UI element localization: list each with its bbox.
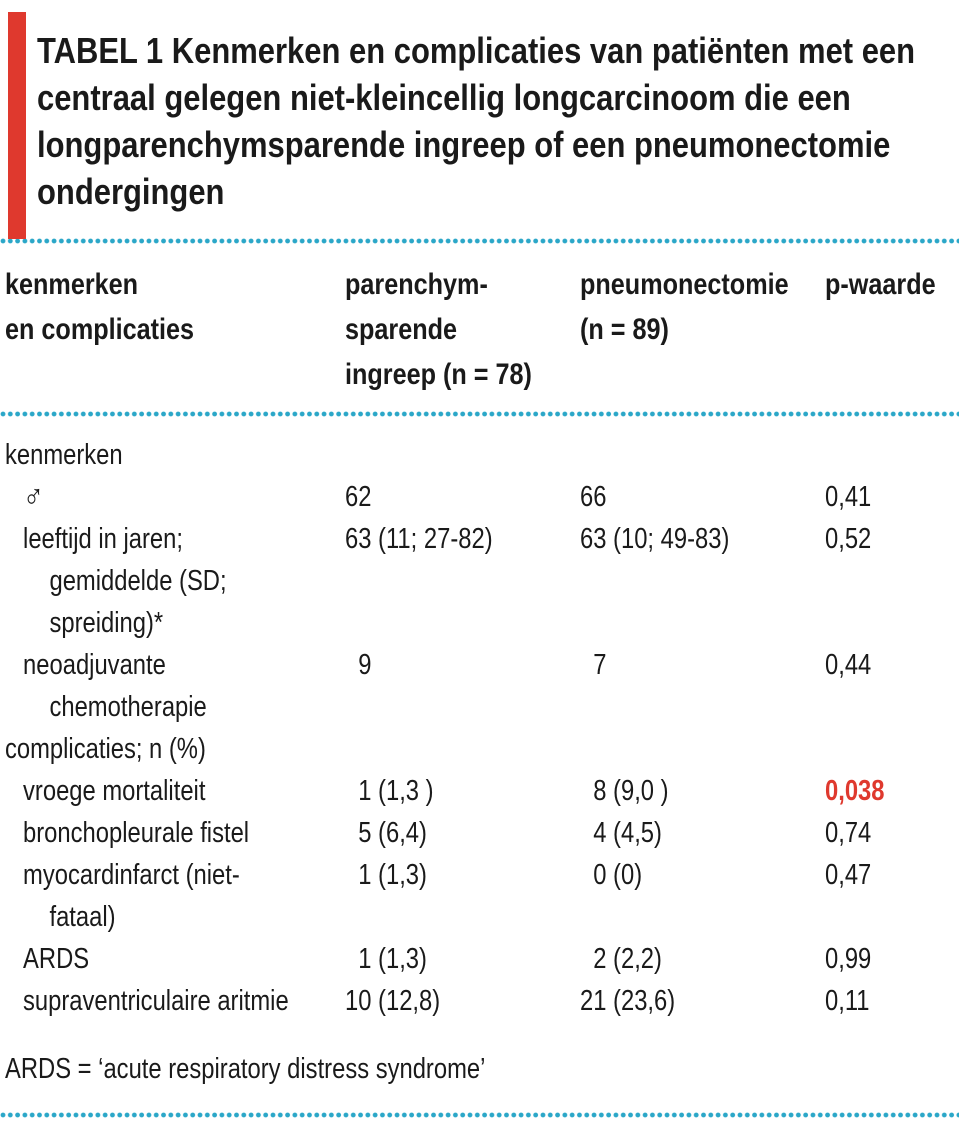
dotted-divider-bottom [0,1112,959,1118]
header-pneumonectomy: pneumonectomie (n = 89) [580,268,789,346]
value-pneumonectomie: 63 (10; 49-83) [580,523,730,555]
value-p: 0,99 [825,943,872,975]
value-p: 0,41 [825,481,872,513]
value-pneumonectomie: 0 (0) [580,859,643,891]
value-p: 0,47 [825,859,872,891]
row-label: ARDS [23,943,90,975]
table-row-neoadjuvant-chemo: neoadjuvante chemotherapie 9 7 0,44 [0,644,959,728]
value-parenchym: 1 (1,3) [345,859,427,891]
value-p: 0,52 [825,523,872,555]
dotted-divider-header [0,411,959,417]
male-symbol-icon: ♂ [23,478,44,516]
table-title-line-2: centraal gelegen niet-kleincellig longca… [37,77,851,118]
value-parenchym: 9 [345,649,372,681]
value-p-significant: 0,038 [825,775,885,807]
value-pneumonectomie: 2 (2,2) [580,943,662,975]
row-label: bronchopleurale fistel [23,817,250,849]
table-title-line-4: ondergingen [37,171,225,212]
table-title-line-1: TABEL 1 Kenmerken en complicaties van pa… [37,27,915,74]
table-body: kenmerken ♂ 62 66 0,41 leeftijd in jaren… [0,434,959,1022]
header-parenchym-sparing: parenchym- sparende ingreep (n = 78) [345,268,532,391]
row-label: neoadjuvante chemotherapie [23,649,207,723]
header-p-value: p-waarde [825,268,936,301]
value-p: 0,11 [825,985,870,1017]
row-label: vroege mortaliteit [23,775,206,807]
table-row-early-mortality: vroege mortaliteit 1 (1,3 ) 8 (9,0 ) 0,0… [0,770,959,812]
table-row-supraventricular-arrhythmia: supraventriculaire aritmie 10 (12,8) 21 … [0,980,959,1022]
section-row-complicaties: complicaties; n (%) [0,728,959,770]
table-row-age: leeftijd in jaren; gemiddelde (SD; sprei… [0,518,959,644]
dotted-divider-top [0,238,959,244]
table-title-text: Kenmerken en complicaties van patiënten … [163,30,916,71]
value-pneumonectomie: 8 (9,0 ) [580,775,669,807]
value-pneumonectomie: 21 (23,6) [580,985,676,1017]
table-footnote: ARDS = ‘acute respiratory distress syndr… [5,1048,949,1090]
table-title: TABEL 1 Kenmerken en complicaties van pa… [37,27,949,215]
row-label: myocardinfarct (niet- fataal) [23,859,240,933]
table-row-male: ♂ 62 66 0,41 [0,476,959,518]
table-number-tag: TABEL 1 [37,30,164,71]
value-parenchym: 1 (1,3) [345,943,427,975]
footnote-text: ARDS = ‘acute respiratory distress syndr… [5,1053,486,1085]
section-label: kenmerken [5,439,123,471]
value-parenchym: 62 [345,481,372,513]
value-p: 0,44 [825,649,872,681]
header-characteristics: kenmerken en complicaties [5,268,195,346]
value-pneumonectomie: 4 (4,5) [580,817,662,849]
section-row-kenmerken: kenmerken [0,434,959,476]
value-parenchym: 10 (12,8) [345,985,441,1017]
table-header-row: kenmerken en complicaties parenchym- spa… [0,262,959,397]
table-row-ards: ARDS 1 (1,3) 2 (2,2) 0,99 [0,938,959,980]
table-title-line-3: longparenchymsparende ingreep of een pne… [37,124,891,165]
value-pneumonectomie: 7 [580,649,607,681]
value-parenchym: 5 (6,4) [345,817,427,849]
value-p: 0,74 [825,817,872,849]
value-parenchym: 1 (1,3 ) [345,775,434,807]
table-row-myocardial-infarction: myocardinfarct (niet- fataal) 1 (1,3) 0 … [0,854,959,938]
red-accent-bar [8,12,26,239]
row-label: leeftijd in jaren; gemiddelde (SD; sprei… [23,523,227,639]
table-row-bronchopleural-fistula: bronchopleurale fistel 5 (6,4) 4 (4,5) 0… [0,812,959,854]
section-label: complicaties; n (%) [5,733,206,765]
value-pneumonectomie: 66 [580,481,607,513]
value-parenchym: 63 (11; 27-82) [345,523,493,555]
row-label: supraventriculaire aritmie [23,985,289,1017]
